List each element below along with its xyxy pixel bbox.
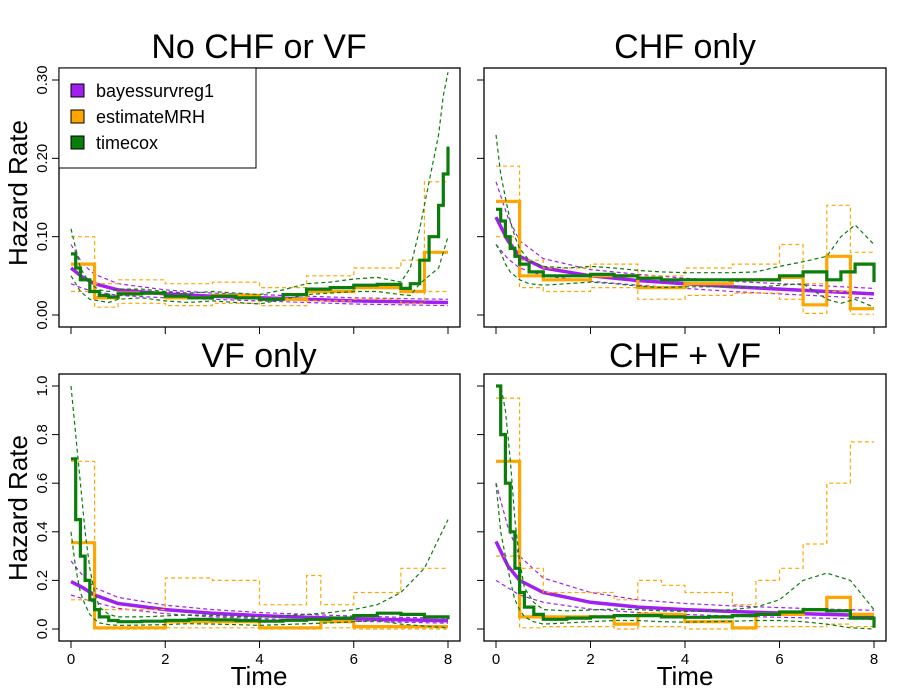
- x-tick-label: 6: [350, 651, 358, 668]
- y-tick-label: 0.0: [34, 619, 51, 640]
- series-line-estimatemrh-upper: [71, 460, 448, 611]
- series-line-estimatemrh-lower: [496, 555, 874, 630]
- x-tick-label: 0: [492, 651, 500, 668]
- series-line-timecox-lower: [70, 531, 449, 629]
- plot-area: 0 2 4 6 8: [477, 373, 887, 668]
- y-tick-label: 1.0: [34, 376, 51, 397]
- legend-swatch-timecox: [70, 135, 85, 150]
- series-line-bayessurvreg1: [494, 540, 875, 618]
- x-tick-label: 8: [870, 651, 878, 668]
- plot-area: 0.00 0.10 0.20 0.30: [34, 65, 461, 334]
- legend-swatch-bayessurvreg1: [70, 83, 85, 98]
- series-line-timecox-lower: [495, 244, 875, 308]
- series-group: [494, 134, 876, 315]
- x-axis-label: Time: [231, 661, 288, 691]
- legend: bayessurvreg1 estimateMRH timecox: [58, 67, 257, 169]
- series-line-timecox: [496, 384, 876, 628]
- series-group: [494, 384, 876, 630]
- panel-no-chf-or-vf: No CHF or VF Hazard Rate 0.00 0.10 0.20 0.3…: [3, 28, 461, 334]
- series-line-estimatemrh-lower: [71, 599, 448, 630]
- y-axis-label: Hazard Rate: [3, 120, 33, 266]
- series-line-timecox: [71, 146, 450, 301]
- series-group: [70, 385, 450, 630]
- y-axis-label: Hazard Rate: [3, 435, 33, 581]
- plot-area: [477, 67, 887, 334]
- series-line-timecox: [496, 207, 876, 283]
- panel-title: CHF + VF: [609, 337, 761, 375]
- series-line-estimatemrh-upper: [496, 397, 874, 606]
- series-line-estimatemrh: [71, 250, 448, 301]
- x-tick-label: 4: [681, 651, 689, 668]
- legend-label-bayessurvreg1: bayessurvreg1: [96, 81, 214, 101]
- panel-vf-only: VF only Hazard Rate Time 0.0 0.2 0.4 0.6 0.8…: [3, 337, 461, 691]
- y-tick-label: 0.4: [34, 521, 51, 542]
- y-tick-label: 0.30: [34, 65, 51, 94]
- series-line-bayessurvreg1-lower: [70, 594, 449, 624]
- x-tick-label: 0: [67, 651, 75, 668]
- y-tick-label: 0.2: [34, 570, 51, 591]
- series-line-estimatemrh-upper: [71, 181, 448, 289]
- series-line-estimatemrh: [496, 459, 874, 630]
- y-tick-label: 0.6: [34, 473, 51, 494]
- series-line-timecox: [71, 457, 450, 624]
- series-line-timecox-upper: [70, 385, 449, 618]
- x-tick-label: 6: [775, 651, 783, 668]
- series-line-estimatemrh-lower: [71, 290, 448, 308]
- y-tick-label: 0.10: [34, 222, 51, 251]
- y-tick-label: 0.00: [34, 300, 51, 329]
- y-tick-label: 0.8: [34, 424, 51, 445]
- series-line-bayessurvreg1-lower: [495, 579, 875, 620]
- series-line-bayessurvreg1: [70, 580, 449, 623]
- panel-title: No CHF or VF: [151, 28, 366, 66]
- series-line-timecox-lower: [495, 483, 875, 630]
- x-tick-label: 4: [255, 651, 263, 668]
- legend-label-timecox: timecox: [96, 133, 158, 153]
- legend-box: [58, 67, 257, 169]
- series-line-bayessurvreg1-upper: [70, 244, 449, 300]
- x-tick-label: 8: [444, 651, 452, 668]
- panel-title: VF only: [201, 337, 316, 375]
- x-tick-label: 2: [586, 651, 594, 668]
- plot-area: 0.0 0.2 0.4 0.6 0.8 1.0 0 2 4 6 8: [34, 373, 461, 668]
- legend-label-estimatemrh: estimateMRH: [96, 107, 205, 127]
- series-line-estimatemrh-upper: [496, 165, 874, 285]
- series-line-estimatemrh: [71, 541, 448, 630]
- x-axis-label: Time: [657, 661, 714, 691]
- panel-chf-plus-vf: CHF + VF Time 0 2 4 6 8: [477, 337, 887, 691]
- panel-title: CHF only: [614, 28, 756, 66]
- y-tick-label: 0.20: [34, 144, 51, 173]
- series-line-estimatemrh-lower: [496, 236, 874, 315]
- panel-chf-only: CHF only: [477, 28, 887, 334]
- plot-frame: [58, 373, 461, 642]
- series-line-bayessurvreg1-lower: [495, 244, 875, 300]
- legend-swatch-estimatemrh: [70, 109, 85, 124]
- series-group: [69, 72, 450, 308]
- series-line-timecox-upper: [496, 385, 875, 613]
- series-line-timecox-upper: [495, 134, 875, 274]
- x-tick-label: 2: [161, 651, 169, 668]
